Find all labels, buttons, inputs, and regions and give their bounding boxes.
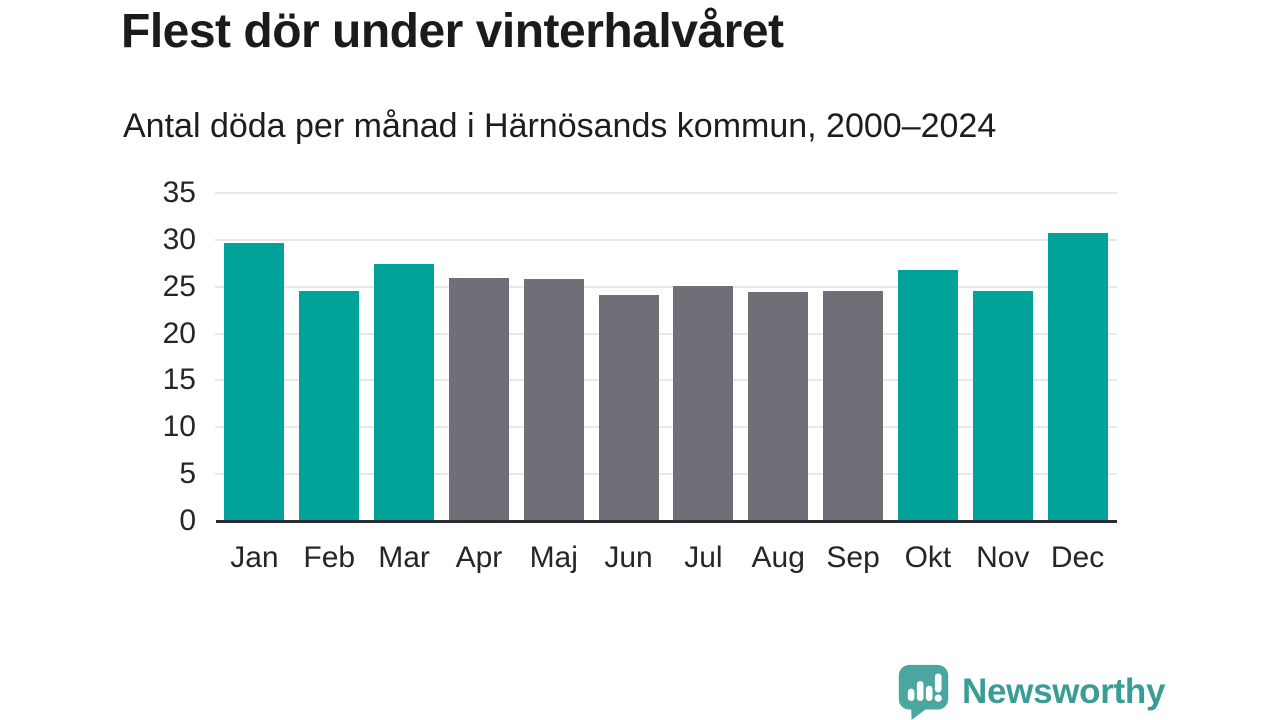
x-tick-label-mar: Mar — [378, 541, 430, 574]
x-axis-line — [216, 520, 1117, 523]
x-tick-label-okt: Okt — [904, 541, 952, 574]
gridline-5 — [215, 473, 1117, 476]
gridline-20 — [215, 332, 1117, 335]
chart-subtitle: Antal döda per månad i Härnösands kommun… — [123, 107, 997, 145]
bar-jul — [673, 285, 734, 521]
bar-chart-plot-area — [215, 192, 1117, 521]
x-tick-label-jun: Jun — [604, 541, 653, 574]
y-tick-label-5: 5 — [179, 457, 196, 491]
bar-apr — [448, 278, 509, 521]
y-tick-label-25: 25 — [162, 269, 196, 303]
newsworthy-chart-bubble-icon — [898, 664, 949, 720]
x-tick-label-sep: Sep — [826, 541, 880, 574]
gridline-30 — [215, 238, 1117, 241]
bar-feb — [299, 291, 360, 521]
gridline-15 — [215, 379, 1117, 382]
logo-text: Newsworthy — [962, 671, 1166, 711]
gridline-10 — [215, 426, 1117, 429]
y-tick-label-15: 15 — [162, 363, 196, 397]
bar-aug — [748, 292, 809, 521]
x-tick-label-aug: Aug — [751, 541, 805, 574]
y-tick-label-30: 30 — [162, 222, 196, 256]
x-tick-label-feb: Feb — [303, 541, 356, 574]
y-tick-label-10: 10 — [162, 410, 196, 444]
y-tick-label-0: 0 — [179, 504, 196, 537]
chart-title: Flest dör under vinterhalvåret — [121, 5, 784, 58]
bar-jan — [224, 242, 285, 521]
gridline-25 — [215, 285, 1117, 288]
x-tick-label-dec: Dec — [1050, 541, 1105, 574]
bar-sep — [823, 291, 884, 521]
x-tick-label-apr: Apr — [455, 541, 503, 574]
y-tick-label-20: 20 — [162, 316, 196, 350]
x-tick-label-maj: Maj — [529, 541, 578, 574]
x-tick-label-nov: Nov — [976, 541, 1030, 574]
bar-maj — [523, 279, 584, 521]
bar-jun — [598, 295, 659, 521]
x-tick-label-jul: Jul — [684, 541, 723, 574]
gridline-35 — [215, 192, 1117, 194]
bar-nov — [972, 291, 1033, 521]
bar-dec — [1047, 233, 1108, 521]
y-tick-label-35: 35 — [162, 176, 196, 209]
newsworthy-logo: Newsworthy — [895, 663, 1165, 720]
bar-okt — [897, 269, 958, 521]
bar-mar — [374, 264, 435, 521]
x-tick-label-jan: Jan — [230, 541, 279, 574]
